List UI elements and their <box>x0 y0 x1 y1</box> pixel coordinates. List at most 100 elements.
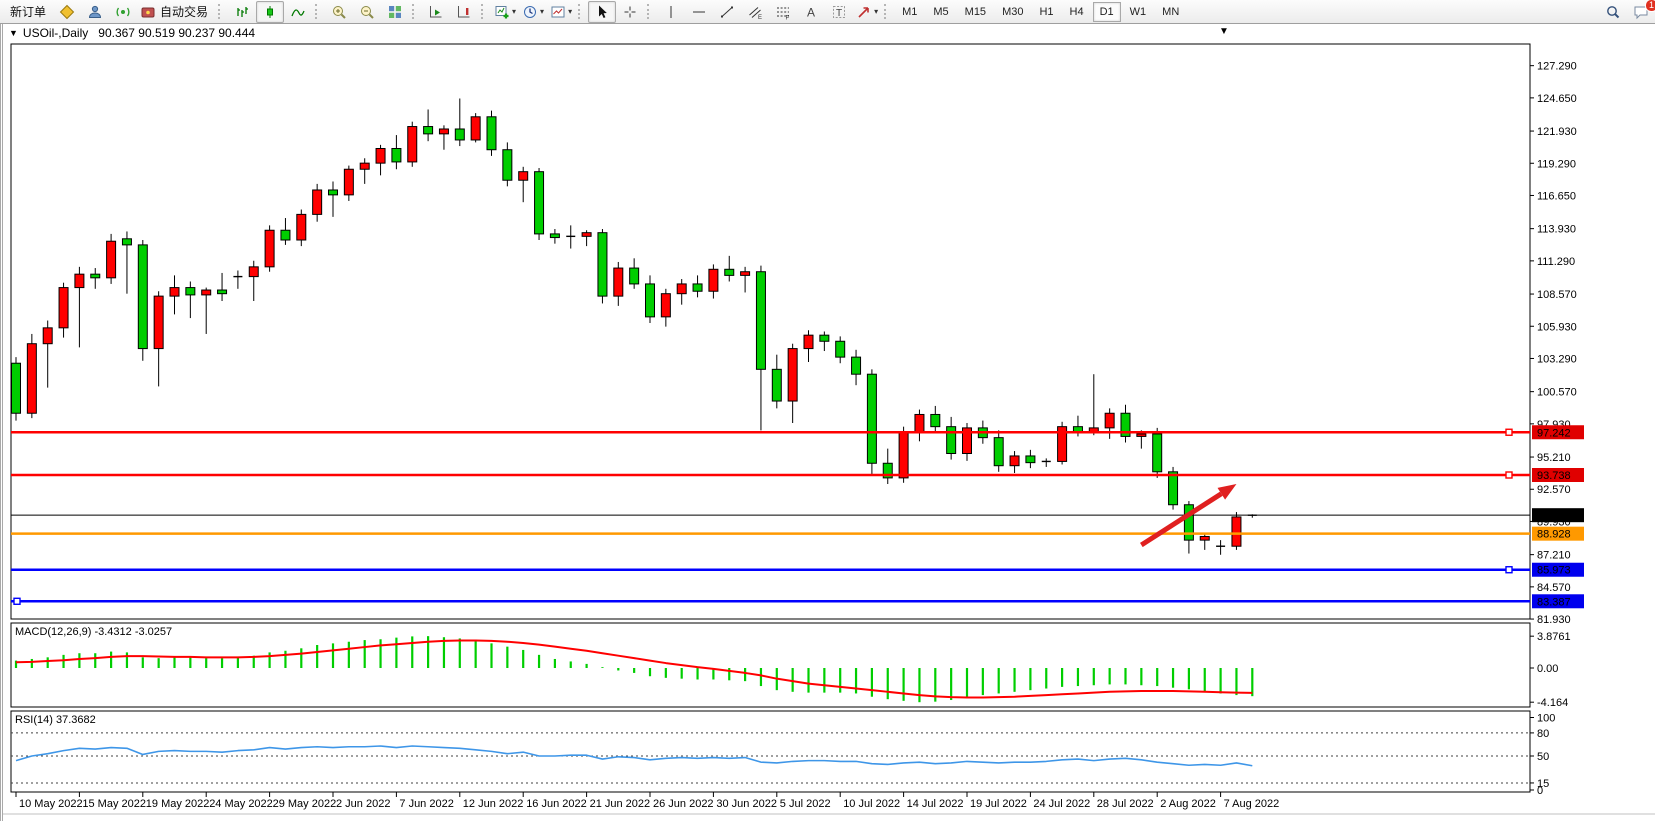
candlestick-chart-button[interactable] <box>256 0 285 23</box>
svg-text:10 May 2022: 10 May 2022 <box>19 798 83 810</box>
svg-text:111.290: 111.290 <box>1537 256 1575 268</box>
svg-text:T: T <box>836 8 842 19</box>
text-button[interactable]: A <box>797 1 825 23</box>
rsi-line <box>15 745 1253 767</box>
svg-text:105.930: 105.930 <box>1537 321 1577 333</box>
svg-text:24 Jul 2022: 24 Jul 2022 <box>1033 798 1090 810</box>
tab-timeframe-m15[interactable]: M15 <box>964 5 987 18</box>
svg-text:24 May 2022: 24 May 2022 <box>209 798 273 810</box>
tab-timeframe-mn[interactable]: MN <box>1162 5 1180 18</box>
auto-scroll-button[interactable] <box>422 1 450 23</box>
svg-text:15: 15 <box>1537 778 1549 790</box>
tile-windows-button[interactable] <box>381 1 409 23</box>
svg-text:30 Jun 2022: 30 Jun 2022 <box>716 798 777 810</box>
toolbar-grip[interactable] <box>218 4 224 19</box>
svg-text:87.210: 87.210 <box>1537 550 1571 562</box>
chart-title-bar[interactable]: ▼ USOil-,Daily 90.367 90.519 90.237 90.4… <box>7 25 255 41</box>
tab-timeframe-m1[interactable]: M1 <box>902 5 918 18</box>
toolbar-grip[interactable] <box>884 4 890 19</box>
svg-text:2 Jun 2022: 2 Jun 2022 <box>336 798 390 810</box>
cursor-button[interactable] <box>588 0 617 23</box>
level-lines[interactable]: 97.242 93.738 90.444 88.928 85.973 83.387 <box>11 425 1584 609</box>
svg-text:83.387: 83.387 <box>1537 596 1571 608</box>
price-tag <box>1532 562 1584 577</box>
svg-text:85.973: 85.973 <box>1537 565 1571 577</box>
svg-text:10 Jul 2022: 10 Jul 2022 <box>843 798 900 810</box>
candlestick-icon <box>267 5 274 18</box>
svg-text:95.210: 95.210 <box>1537 452 1571 464</box>
toolbar-right-group: 1 <box>1599 0 1655 23</box>
macd-panel <box>10 622 1531 708</box>
tab-timeframe-h1[interactable]: H1 <box>1039 5 1054 18</box>
fibonacci-button[interactable]: F <box>769 1 797 23</box>
text-label-icon: T <box>833 5 846 19</box>
dropdown-caret-icon: ▾ <box>512 7 517 16</box>
svg-text:19 May 2022: 19 May 2022 <box>146 798 210 810</box>
text-label-button[interactable]: T <box>825 1 853 23</box>
new-order-label: 新订单 <box>10 5 47 19</box>
svg-text:108.570: 108.570 <box>1537 289 1577 301</box>
svg-text:88.928: 88.928 <box>1537 529 1571 541</box>
toolbar-grip[interactable] <box>412 4 418 19</box>
tab-timeframe-w1[interactable]: W1 <box>1129 5 1147 18</box>
period-button[interactable]: ▾ <box>519 1 547 23</box>
equidistant-channel-button[interactable]: E <box>741 1 769 23</box>
crosshair-button[interactable] <box>616 1 644 23</box>
auto-trading-icon <box>141 7 155 17</box>
svg-text:81.930: 81.930 <box>1537 614 1571 626</box>
bar-chart-button[interactable] <box>228 1 256 23</box>
auto-trading-button[interactable]: 自动交易 <box>137 1 215 23</box>
chart-shift-marker-icon[interactable]: ▼ <box>1219 26 1229 37</box>
svg-text:0.00: 0.00 <box>1537 663 1558 675</box>
signals-button[interactable] <box>109 1 137 23</box>
arrows-button[interactable]: ▾ <box>853 1 881 23</box>
toolbar-grip[interactable] <box>481 4 487 19</box>
toolbar-grip[interactable] <box>647 4 653 19</box>
toolbar-grip[interactable] <box>578 4 584 19</box>
collapse-chart-icon[interactable]: ▼ <box>9 28 18 38</box>
tab-timeframe-m30[interactable]: M30 <box>1002 5 1024 18</box>
time-axis[interactable]: 10 May 2022 15 May 2022 19 May 2022 24 May … <box>15 792 1279 810</box>
svg-text:84.570: 84.570 <box>1537 582 1571 594</box>
chat-button[interactable]: 1 <box>1627 0 1655 23</box>
search-button[interactable] <box>1599 1 1627 23</box>
new-order-button[interactable]: 新订单 <box>3 1 53 23</box>
template-button[interactable]: ▾ <box>547 1 575 23</box>
horizontal-line-button[interactable] <box>685 1 713 23</box>
crosshair-icon <box>624 6 636 17</box>
chart-type-group <box>228 0 312 23</box>
tab-timeframe-h4[interactable]: H4 <box>1069 5 1084 18</box>
macd-signal-line <box>15 639 1253 699</box>
zoom-out-button[interactable] <box>353 1 381 23</box>
chart-shift-button[interactable] <box>450 1 478 23</box>
auto-trading-label: 自动交易 <box>160 5 209 19</box>
svg-text:12 Jun 2022: 12 Jun 2022 <box>463 798 524 810</box>
svg-text:26 Jun 2022: 26 Jun 2022 <box>653 798 714 810</box>
accounts-button[interactable] <box>81 1 109 23</box>
vertical-line-button[interactable] <box>657 1 685 23</box>
svg-text:119.290: 119.290 <box>1537 158 1576 170</box>
trend-arrow-annotation[interactable] <box>1140 484 1237 548</box>
channel-icon: E <box>749 6 762 20</box>
trendline-button[interactable] <box>713 1 741 23</box>
quotes-button[interactable] <box>53 1 81 23</box>
new-chart-button[interactable]: ▾ <box>491 1 519 23</box>
price-axis[interactable]: 127.290 124.650 121.930 119.290 116.650 113.9… <box>1530 61 1577 626</box>
svg-text:0: 0 <box>1537 785 1543 797</box>
line-chart-button[interactable] <box>284 1 312 23</box>
tab-timeframe-m5[interactable]: M5 <box>933 5 949 18</box>
chart-ohlc-values: 90.367 90.519 90.237 90.444 <box>98 26 256 40</box>
svg-text:3.8761: 3.8761 <box>1537 631 1571 643</box>
svg-text:19 Jul 2022: 19 Jul 2022 <box>970 798 1027 810</box>
svg-text:21 Jun 2022: 21 Jun 2022 <box>590 798 651 810</box>
svg-text:113.930: 113.930 <box>1537 224 1576 236</box>
tab-timeframe-d1[interactable]: D1 <box>1092 1 1121 22</box>
price-tag <box>1532 468 1584 482</box>
price-tag <box>1532 425 1584 440</box>
price-chart[interactable]: 127.290 124.650 121.930 119.290 116.650 113.9… <box>3 42 1655 821</box>
diamond-icon <box>59 4 75 19</box>
svg-text:5 Jul 2022: 5 Jul 2022 <box>780 798 831 810</box>
toolbar-grip[interactable] <box>315 4 321 19</box>
zoom-in-button[interactable] <box>325 1 353 23</box>
dropdown-caret-icon: ▾ <box>540 7 545 16</box>
